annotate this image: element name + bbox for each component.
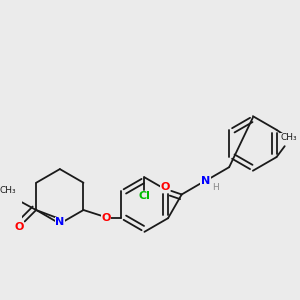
Text: F: F bbox=[285, 133, 292, 143]
Text: O: O bbox=[160, 182, 170, 192]
Text: Cl: Cl bbox=[139, 191, 150, 201]
Text: CH₃: CH₃ bbox=[0, 186, 16, 195]
Text: O: O bbox=[14, 222, 24, 232]
Text: CH₃: CH₃ bbox=[280, 134, 297, 142]
Text: O: O bbox=[101, 213, 110, 223]
Text: N: N bbox=[201, 176, 210, 186]
Text: H: H bbox=[212, 183, 219, 192]
Text: N: N bbox=[55, 217, 64, 227]
